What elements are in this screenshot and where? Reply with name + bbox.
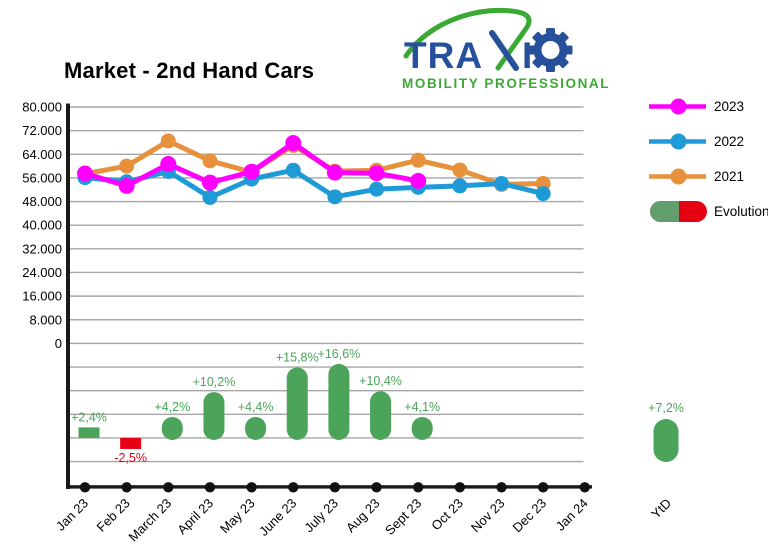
evolution-bar-label: +4,4% (238, 400, 274, 414)
x-axis-tick-dot (371, 482, 382, 493)
chart-title: Market - 2nd Hand Cars (64, 58, 315, 83)
evolution-bar-label: +16,6% (318, 347, 361, 361)
evolution-bar (370, 391, 392, 440)
y-axis-label: 72.000 (22, 123, 62, 138)
x-axis-label: April 23 (174, 496, 216, 538)
y-axis-label: 48.000 (22, 194, 62, 209)
legend-capsule-green-half (668, 201, 679, 222)
evolution-bar-label: +15,8% (276, 350, 319, 364)
legend-label: 2022 (714, 134, 744, 149)
x-axis-tick-dot (413, 482, 424, 493)
logo-tagline: MOBILITY PROFESSIONALS (402, 76, 610, 91)
y-axis-label: 32.000 (22, 241, 62, 256)
legend-marker-2022 (670, 133, 687, 150)
x-axis-label: March 23 (125, 496, 174, 545)
x-axis-label: Oct 23 (428, 496, 466, 534)
data-point-2023 (326, 164, 343, 181)
y-axis-line (66, 103, 70, 489)
x-axis-label: Jan 23 (53, 496, 91, 534)
x-axis-label: Dec 23 (510, 496, 550, 536)
evolution-bar-label: +4,2% (154, 400, 190, 414)
x-axis-tick-dot (79, 482, 91, 493)
x-axis-label: Jan 24 (553, 496, 591, 534)
data-point-2023 (160, 156, 177, 173)
data-point-2022 (369, 181, 385, 197)
y-axis-label: 40.000 (22, 218, 62, 233)
evolution-bar-label: +2,4% (71, 410, 107, 424)
data-point-2023 (243, 163, 260, 180)
legend-label: 2021 (714, 169, 744, 184)
data-point-2022 (327, 189, 343, 205)
logo-swoosh-icon (403, 7, 532, 71)
y-axis-label: 56.000 (22, 170, 62, 185)
evolution-bar (120, 437, 142, 449)
data-point-2023 (285, 135, 302, 152)
legend-label: Evolution (714, 204, 768, 219)
y-axis-label: 24.000 (22, 265, 62, 280)
data-point-2021 (160, 133, 176, 149)
evolution-bar (411, 416, 433, 440)
x-axis-tick-dot (329, 482, 341, 493)
data-point-2021 (410, 152, 426, 168)
legend-marker-2021 (670, 168, 687, 185)
data-point-2022 (285, 162, 301, 178)
x-axis-line (66, 485, 592, 489)
traxio-logo: TRA I MOBILITY PROFESSIONALS (402, 7, 610, 91)
logo-text-tra: TRA (404, 35, 483, 76)
x-axis-label: May 23 (217, 496, 258, 537)
data-point-2022 (452, 178, 468, 194)
x-axis-label: June 23 (256, 496, 299, 539)
x-axis-tick-dot (454, 482, 466, 493)
evolution-bar-label: +4,1% (404, 400, 440, 414)
gear-icon (528, 28, 573, 72)
x-axis-tick-dot (288, 482, 299, 493)
evolution-bar-label: +10,2% (193, 375, 236, 389)
legend-label: 2023 (714, 99, 744, 114)
data-point-2022 (202, 189, 218, 205)
ytd-evolution-bar (653, 419, 679, 462)
y-axis-label: 8.000 (29, 312, 62, 327)
x-axis-label: Feb 23 (94, 496, 133, 535)
legend-marker-2023 (670, 98, 687, 115)
logo-x-stroke (489, 30, 519, 71)
x-axis-label: Sept 23 (382, 496, 424, 538)
evolution-bar (245, 416, 267, 440)
y-axis-label: 0 (55, 336, 62, 351)
x-axis-tick-dot (579, 482, 590, 493)
data-point-2022 (494, 176, 509, 192)
evolution-bar-label: -2,5% (114, 451, 147, 465)
evolution-bar (286, 367, 308, 440)
x-axis-tick-dot (121, 482, 132, 493)
data-point-2022 (535, 186, 551, 202)
y-axis-label: 80.000 (22, 100, 62, 115)
ytd-axis-label: YtD (648, 496, 674, 522)
x-axis-tick-dot (496, 482, 507, 493)
evolution-bar (161, 416, 183, 440)
x-axis-tick-dot (204, 482, 216, 493)
evolution-bar (78, 427, 100, 438)
data-point-2021 (452, 162, 468, 178)
ytd-bar-label: +7,2% (648, 401, 684, 415)
evolution-bar (328, 363, 350, 440)
x-axis-tick-dot (246, 482, 257, 493)
data-point-2021 (202, 153, 218, 169)
logo-text-i: I (522, 35, 532, 76)
x-axis-label: Aug 23 (343, 496, 383, 536)
evolution-bar (203, 392, 225, 440)
y-axis-label: 64.000 (22, 147, 62, 162)
data-point-2023 (410, 172, 427, 189)
data-point-2023 (77, 165, 93, 182)
data-point-2021 (119, 158, 135, 174)
y-axis-label: 16.000 (22, 289, 62, 304)
x-axis-tick-dot (163, 482, 174, 493)
x-axis-tick-dot (537, 482, 549, 493)
data-point-2023 (118, 177, 135, 194)
x-axis-label: Nov 23 (468, 496, 508, 536)
evolution-bar-label: +10,4% (359, 374, 402, 388)
x-axis-label: July 23 (301, 496, 341, 536)
data-point-2023 (201, 174, 218, 191)
data-point-2023 (368, 165, 385, 182)
